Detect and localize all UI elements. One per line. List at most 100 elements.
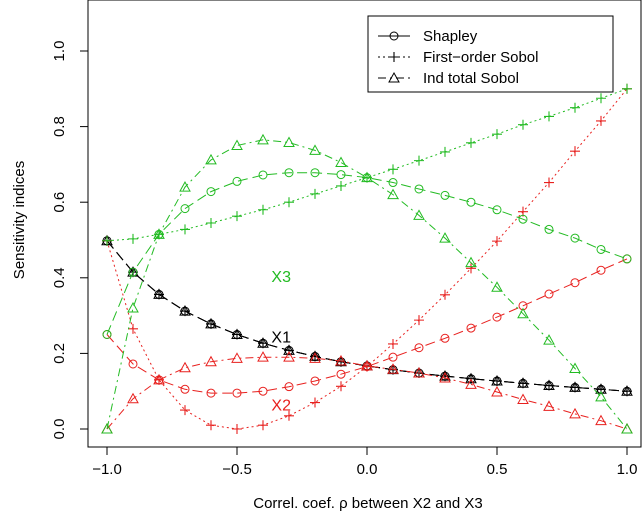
- data-point-triangle: [569, 381, 581, 392]
- data-point-triangle: [361, 359, 373, 371]
- data-point-circle: [440, 190, 450, 200]
- data-point-triangle: [309, 350, 321, 361]
- data-point-triangle: [257, 337, 269, 348]
- data-point-triangle: [465, 378, 477, 389]
- data-point-circle: [570, 233, 580, 243]
- data-point-circle: [414, 343, 424, 353]
- x-tick-label: 0.5: [487, 461, 508, 478]
- series-x3-ind-total-sobol: [101, 133, 633, 434]
- data-point-triangle: [543, 379, 555, 391]
- series-line: [106, 258, 628, 394]
- legend-entry-shapley: Shapley: [378, 28, 478, 45]
- data-point-circle: [414, 184, 424, 194]
- data-point-circle: [232, 176, 242, 186]
- data-point-triangle: [283, 351, 295, 362]
- data-point-plus: [492, 236, 502, 247]
- legend-label: Shapley: [423, 28, 478, 45]
- data-point-triangle: [413, 367, 425, 378]
- data-point-plus: [310, 188, 320, 199]
- data-point-plus: [310, 397, 320, 408]
- legend-marker-plus: [389, 52, 399, 62]
- annotations: X3 X1 X2: [271, 269, 291, 415]
- data-point-circle: [518, 301, 528, 311]
- data-point-circle: [622, 254, 632, 264]
- data-point-triangle: [257, 351, 269, 362]
- data-point-plus: [466, 263, 476, 274]
- data-point-triangle: [595, 414, 607, 426]
- data-point-triangle: [621, 385, 633, 396]
- data-point-triangle: [543, 334, 555, 345]
- data-point-triangle: [491, 281, 503, 292]
- data-point-triangle: [439, 370, 451, 381]
- data-point-plus: [570, 146, 580, 157]
- data-point-circle: [180, 384, 190, 394]
- x-tick-label: −1.0: [92, 461, 122, 478]
- y-axis-label: Sensitivity indices: [11, 161, 28, 279]
- series-line: [106, 88, 628, 242]
- data-point-triangle: [569, 407, 581, 419]
- legend-entry-ind-total-sobol: Ind total Sobol: [378, 70, 519, 87]
- x-axis-label: Correl. coef. ρ between X2 and X3: [253, 495, 483, 512]
- data-point-circle: [284, 168, 294, 178]
- data-point-circle: [206, 388, 216, 398]
- data-point-circle: [336, 369, 346, 379]
- data-point-plus: [284, 197, 294, 208]
- data-point-triangle: [309, 144, 321, 155]
- y-tick-label: 0.8: [51, 116, 68, 137]
- data-point-triangle: [517, 393, 529, 405]
- x-tick-label: 0.0: [357, 461, 378, 478]
- legend-label: First−order Sobol: [423, 49, 538, 66]
- data-point-triangle: [179, 305, 191, 316]
- data-point-circle: [544, 224, 554, 234]
- series-x3-shapley: [102, 168, 632, 339]
- legend: Shapley First−order Sobol Ind total Sobol: [367, 15, 614, 93]
- y-tick-label: 0.6: [51, 192, 68, 213]
- data-point-plus: [336, 381, 346, 392]
- data-point-plus: [284, 410, 294, 421]
- data-point-triangle: [153, 228, 165, 239]
- data-point-triangle: [387, 363, 399, 374]
- data-point-plus: [388, 338, 398, 349]
- data-point-plus: [414, 315, 424, 326]
- data-point-plus: [206, 420, 216, 431]
- x-axis: −1.0 −0.5 0.0 0.5 1.0: [92, 446, 638, 478]
- data-point-triangle: [127, 302, 139, 313]
- data-point-circle: [440, 333, 450, 343]
- series-line: [106, 240, 628, 392]
- data-point-triangle: [127, 392, 139, 404]
- data-point-triangle: [283, 136, 295, 147]
- data-point-triangle: [439, 371, 451, 383]
- data-point-triangle: [465, 256, 477, 268]
- legend-marker-triangle: [388, 71, 400, 83]
- data-point-plus: [258, 204, 268, 215]
- data-point-circle: [466, 323, 476, 333]
- data-point-triangle: [465, 372, 477, 384]
- data-point-triangle: [517, 377, 529, 388]
- data-point-circle: [388, 178, 398, 188]
- series-line: [106, 356, 628, 430]
- data-point-triangle: [101, 422, 113, 434]
- data-point-triangle: [543, 400, 555, 411]
- data-point-circle: [544, 289, 554, 299]
- data-point-plus: [414, 155, 424, 166]
- data-point-plus: [440, 289, 450, 300]
- data-point-triangle: [309, 352, 321, 363]
- data-point-circle: [128, 359, 138, 369]
- data-point-triangle: [517, 307, 529, 319]
- data-point-triangle: [595, 383, 607, 394]
- legend-marker-circle: [389, 31, 399, 41]
- series-layer: [101, 83, 633, 434]
- data-point-circle: [492, 205, 502, 215]
- data-point-triangle: [595, 390, 607, 402]
- series-x2-first-order-sobol: [102, 83, 632, 434]
- data-point-circle: [596, 265, 606, 275]
- y-tick-label: 0.4: [51, 267, 68, 288]
- data-point-plus: [596, 115, 606, 126]
- data-point-triangle: [335, 156, 347, 168]
- x-tick-label: 1.0: [617, 461, 638, 478]
- data-point-triangle: [335, 354, 347, 366]
- data-point-triangle: [205, 355, 217, 367]
- data-point-triangle: [283, 344, 295, 355]
- label-x2: X2: [271, 398, 291, 415]
